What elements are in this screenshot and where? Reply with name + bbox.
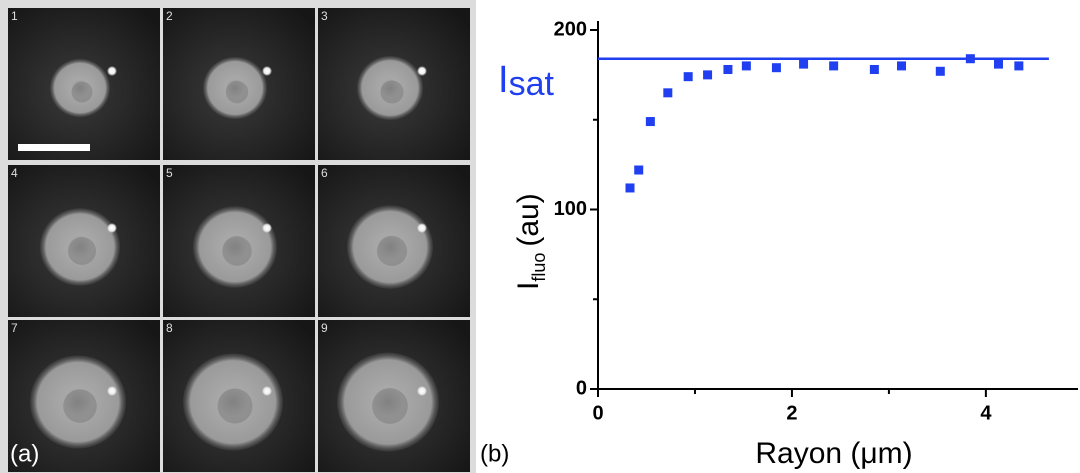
data-point <box>723 64 733 74</box>
panel-label: (a) <box>10 440 39 467</box>
bright-spot <box>262 66 272 76</box>
x-axis-label: Rayon (μm) <box>755 437 912 470</box>
scale-bar <box>18 144 90 151</box>
cell-core <box>225 80 249 104</box>
cell-core <box>372 388 408 424</box>
frame-number: 6 <box>321 166 328 180</box>
cell-core <box>222 236 252 266</box>
data-point <box>799 59 809 69</box>
y-axis-label-sub: fluo <box>529 253 549 282</box>
reference-label-sub: sat <box>509 65 555 103</box>
data-point <box>935 66 945 76</box>
data-point <box>663 88 673 98</box>
bright-spot <box>417 66 427 76</box>
bright-spot <box>107 386 117 396</box>
bright-spot <box>262 223 272 233</box>
bright-spot <box>107 223 117 233</box>
x-tick-label: 4 <box>980 402 992 424</box>
frame-number: 4 <box>11 166 18 180</box>
data-point <box>869 64 879 74</box>
x-tick-label: 0 <box>592 402 603 424</box>
image-grid: 1 2 3 4 5 6 7 8 9 <box>8 8 470 472</box>
frame-number: 9 <box>321 321 328 335</box>
data-point <box>645 117 655 127</box>
data-point <box>1014 61 1024 71</box>
frame-number: 7 <box>11 321 18 335</box>
bright-spot <box>417 386 427 396</box>
frame-number: 2 <box>166 9 173 23</box>
data-point <box>897 61 907 71</box>
data-point <box>829 61 839 71</box>
data-point <box>634 165 644 175</box>
plot: 0 100 200 0 2 4 Rayon (μm) Ifluo (au) Isat <box>498 18 1078 470</box>
cell-core <box>71 81 93 103</box>
y-tick-label: 100 <box>554 198 587 220</box>
reference-label-main: I <box>498 59 509 101</box>
y-axis-label-unit: (au) <box>512 193 545 246</box>
data-point <box>683 72 693 82</box>
data-point <box>993 59 1003 69</box>
cell-core <box>68 237 96 265</box>
data-point <box>703 70 713 80</box>
data-point <box>771 63 781 73</box>
cell-core <box>376 235 408 267</box>
panel-label: (b) <box>480 440 509 467</box>
data-point <box>965 54 975 64</box>
y-axis-label: Ifluo (au) <box>512 193 549 290</box>
y-axis-label-main: I <box>512 282 545 290</box>
reference-label: Isat <box>498 59 554 103</box>
x-tick-label: 2 <box>786 402 797 424</box>
frame-number: 5 <box>166 166 173 180</box>
cell-core <box>217 388 253 424</box>
frame-number: 3 <box>321 9 328 23</box>
bright-spot <box>107 66 117 76</box>
frame-number: 1 <box>11 9 18 23</box>
cell-core <box>63 389 97 423</box>
cell-core <box>380 80 404 104</box>
y-tick-label: 200 <box>554 18 587 40</box>
bright-spot <box>417 223 427 233</box>
y-tick-label: 0 <box>576 377 587 399</box>
data-point <box>625 183 635 193</box>
data-point <box>741 61 751 71</box>
bright-spot <box>262 386 272 396</box>
frame-number: 8 <box>166 321 173 335</box>
